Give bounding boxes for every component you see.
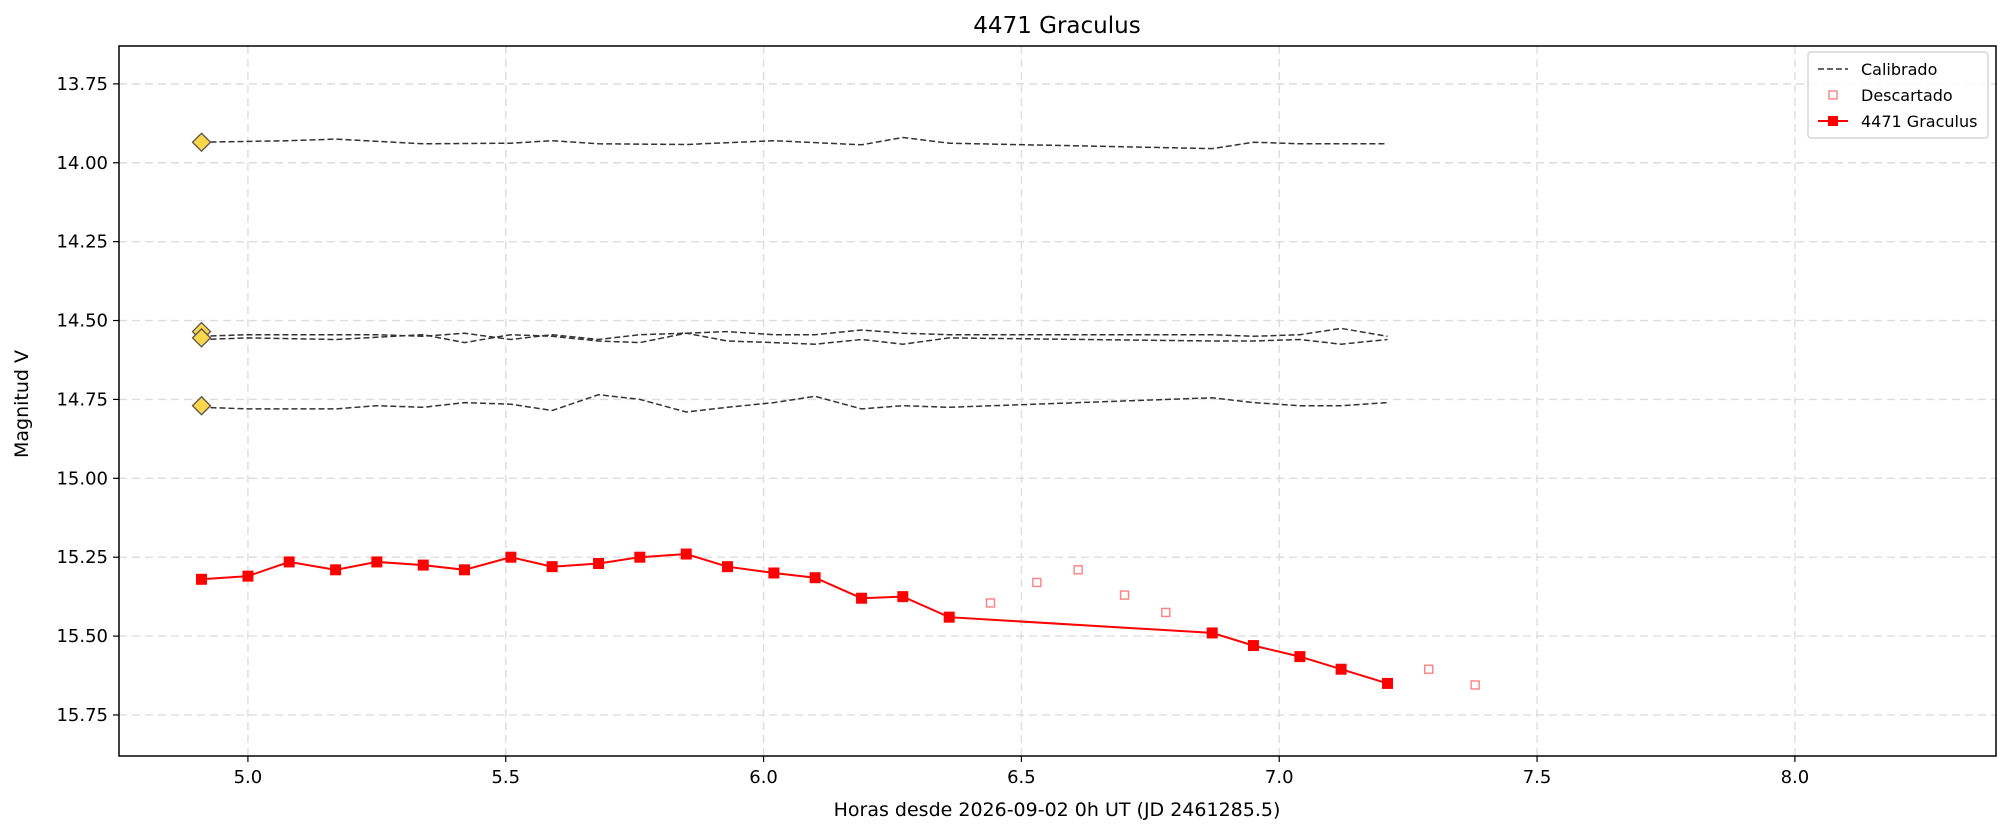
- plot-series: [191, 132, 1480, 690]
- discarded-point: [1161, 607, 1171, 618]
- y-axis-label: Magnitud V: [11, 350, 33, 458]
- comparison-star-marker: [191, 132, 212, 153]
- target-data-point: [721, 561, 733, 573]
- y-tick-label: 14.50: [56, 311, 108, 332]
- y-tick-label: 15.00: [56, 468, 108, 489]
- y-tick-label: 14.75: [56, 389, 108, 410]
- target-data-point: [856, 592, 868, 604]
- calibrated-series-line: [201, 332, 1388, 345]
- discarded-point: [1424, 664, 1434, 674]
- x-tick-label: 5.5: [491, 767, 520, 788]
- x-axis-label: Horas desde 2026-09-02 0h UT (JD 2461285…: [834, 799, 1281, 821]
- x-tick-label: 8.0: [1781, 767, 1810, 788]
- target-data-point: [196, 573, 208, 585]
- calibrated-series-line: [201, 393, 1388, 413]
- legend-box: [1807, 51, 1989, 139]
- axis-ticks: 5.0 5.5 6.0 6.5 7.0 7.5 8.0 13.75 14.00 14.25 14.5…: [56, 74, 1809, 788]
- discarded-point: [1073, 565, 1083, 575]
- target-data-point: [505, 551, 517, 563]
- legend: Calibrado Descartado 4471 Graculus: [1807, 51, 1989, 139]
- x-tick-label: 6.0: [749, 767, 778, 788]
- x-tick-label: 7.5: [1523, 767, 1552, 788]
- target-data-point: [1294, 651, 1306, 663]
- target-data-point: [768, 567, 780, 579]
- comparison-star-marker: [191, 327, 212, 348]
- target-data-point: [283, 556, 295, 568]
- x-tick-label: 7.0: [1265, 767, 1294, 788]
- target-data-point: [1206, 627, 1218, 639]
- legend-label: 4471 Graculus: [1861, 112, 1977, 131]
- legend-target-marker-handle: [1828, 116, 1838, 126]
- target-data-point: [330, 564, 342, 576]
- y-tick-label: 15.25: [56, 547, 108, 568]
- y-tick-label: 14.00: [56, 153, 108, 174]
- comparison-star-marker: [191, 395, 212, 416]
- target-data-point: [417, 559, 429, 571]
- target-data-point: [458, 564, 470, 576]
- target-data-point: [593, 558, 605, 570]
- x-tick-label: 5.0: [234, 767, 263, 788]
- chart-title: 4471 Graculus: [973, 13, 1140, 39]
- x-tick-label: 6.5: [1007, 767, 1036, 788]
- target-data-point: [1247, 640, 1259, 652]
- y-tick-label: 15.50: [56, 626, 108, 647]
- target-data-point: [546, 561, 558, 573]
- target-data-point: [943, 611, 955, 623]
- legend-label: Calibrado: [1861, 60, 1937, 79]
- target-data-point: [242, 570, 254, 582]
- discarded-point: [1470, 680, 1480, 690]
- grid: [119, 46, 1996, 756]
- target-data-point: [634, 551, 646, 563]
- discarded-point: [1119, 590, 1130, 600]
- target-data-point: [809, 572, 821, 584]
- plot-frame: [118, 45, 1997, 757]
- legend-discarded-handle: [1828, 90, 1838, 100]
- target-data-point: [371, 556, 383, 568]
- target-data-point: [1335, 663, 1347, 675]
- discarded-point: [1032, 577, 1042, 588]
- target-data-point: [897, 591, 909, 603]
- target-data-point: [1382, 677, 1394, 689]
- y-tick-label: 14.25: [56, 232, 108, 253]
- discarded-point: [985, 598, 996, 608]
- target-data-point: [680, 548, 692, 560]
- legend-label: Descartado: [1861, 86, 1953, 105]
- y-tick-label: 15.75: [56, 705, 108, 726]
- y-tick-label: 13.75: [56, 74, 108, 95]
